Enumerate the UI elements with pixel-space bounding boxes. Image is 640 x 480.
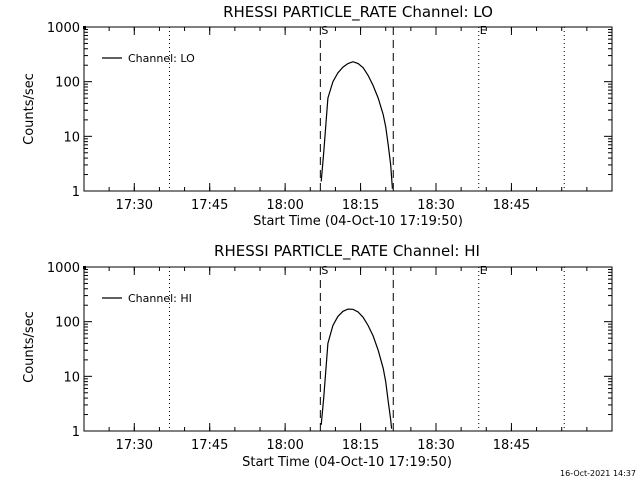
x-tick-label: 17:30 [116,198,153,213]
x-tick-label: 18:45 [493,198,530,213]
x-tick-label: 18:00 [266,438,303,453]
x-tick-label: 17:30 [116,438,153,453]
x-axis-label: Start Time (04-Oct-10 17:19:50) [242,455,452,470]
y-tick-label: 10 [63,370,80,385]
corner-marker [83,26,86,29]
corner-marker [83,266,86,269]
plot-frame [83,26,613,192]
series-line [320,61,393,189]
series-line [320,308,393,429]
x-axis-label: Start Time (04-Oct-10 17:19:50) [253,214,463,229]
panel-hi: RHESSI PARTICLE_RATE Channel: HI Start T… [22,242,613,470]
y-tick-label: 1 [72,425,80,440]
marker-label: E [480,264,487,277]
chart-title: RHESSI PARTICLE_RATE Channel: HI [214,242,480,261]
y-tick-label: 100 [55,76,80,91]
y-tick-label: 10 [63,130,80,145]
x-tick-label: 18:45 [493,438,530,453]
legend-label: Channel: HI [128,292,192,305]
y-tick-label: 1000 [47,261,80,276]
x-tick-label: 18:15 [342,198,379,213]
y-tick-label: 1 [72,185,80,200]
panel-lo: RHESSI PARTICLE_RATE Channel: LO Start T… [22,3,613,229]
marker-label: S [321,24,328,37]
x-tick-label: 18:30 [417,438,454,453]
x-tick-label: 17:45 [191,198,228,213]
legend-label: Channel: LO [128,52,195,65]
footer-timestamp: 16-Oct-2021 14:37 [560,469,636,478]
marker-label: E [480,24,487,37]
chart-title: RHESSI PARTICLE_RATE Channel: LO [223,3,493,22]
x-tick-label: 18:30 [417,198,454,213]
marker-label: S [321,264,328,277]
x-tick-label: 18:00 [266,198,303,213]
y-tick-label: 100 [55,316,80,331]
y-axis-label: Counts/sec [22,311,37,383]
y-axis-label: Counts/sec [22,73,37,145]
x-tick-label: 18:15 [342,438,379,453]
x-tick-label: 17:45 [191,438,228,453]
y-tick-label: 1000 [47,21,80,36]
plot-frame [83,266,613,432]
